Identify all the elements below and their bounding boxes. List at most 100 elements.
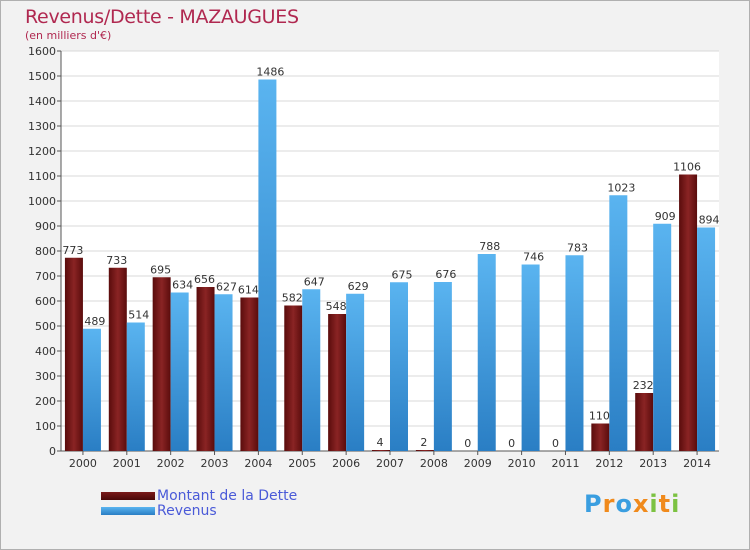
bar-revenus [258, 79, 277, 451]
bar-dette-label: 773 [62, 244, 83, 257]
bar-revenus-label: 676 [435, 268, 456, 281]
bar-dette-label: 4 [377, 436, 384, 449]
x-tick-label: 2012 [595, 457, 623, 470]
bar-dette-label: 0 [508, 437, 515, 450]
chart-title: Revenus/Dette - MAZAUGUES [25, 6, 299, 28]
x-tick-label: 2005 [288, 457, 316, 470]
bar-dette [284, 305, 303, 451]
bars [64, 79, 716, 451]
bar-revenus-label: 629 [348, 280, 369, 293]
proxiti-logo: Proxiti [584, 490, 680, 518]
x-tick-label: 2013 [639, 457, 667, 470]
bar-revenus [170, 292, 189, 451]
x-tick-label: 2010 [508, 457, 536, 470]
x-tick-label: 2002 [157, 457, 185, 470]
bar-dette-label: 110 [589, 410, 610, 423]
bar-revenus-label: 627 [216, 280, 237, 293]
bar-revenus [82, 328, 101, 451]
y-tick-label: 100 [35, 420, 56, 433]
legend-swatch-revenus [101, 506, 155, 515]
y-tick-label: 600 [35, 295, 56, 308]
bar-dette-label: 1106 [673, 161, 701, 174]
legend-swatch-debt [101, 491, 155, 500]
bar-dette-label: 614 [238, 284, 259, 297]
bar-revenus-label: 647 [304, 275, 325, 288]
x-tick-label: 2006 [332, 457, 360, 470]
bar-dette [635, 393, 654, 451]
x-tick-label: 2003 [201, 457, 229, 470]
y-tick-label: 1500 [28, 70, 56, 83]
bar-revenus [302, 289, 321, 451]
bar-dette [372, 450, 390, 451]
bar-revenus [126, 322, 145, 451]
legend-label-revenus: Revenus [157, 502, 217, 519]
bar-dette-label: 582 [282, 292, 303, 305]
bar-revenus [521, 264, 540, 451]
x-tick-label: 2000 [69, 457, 97, 470]
bar-dette [64, 257, 83, 451]
legend-label-debt: Montant de la Dette [157, 487, 298, 504]
bar-dette [152, 277, 171, 451]
bar-dette-label: 232 [633, 379, 654, 392]
bar-dette-label: 548 [326, 300, 347, 313]
bar-dette [328, 314, 347, 451]
y-tick-label: 1100 [28, 170, 56, 183]
bar-revenus-label: 894 [699, 214, 720, 227]
x-tick-label: 2001 [113, 457, 141, 470]
bar-revenus [653, 223, 672, 451]
logo-letter: P [584, 490, 603, 518]
y-tick-label: 400 [35, 345, 56, 358]
x-tick-label: 2009 [464, 457, 492, 470]
bar-revenus-label: 746 [523, 251, 544, 264]
bar-dette [679, 174, 698, 451]
logo-letter: r [602, 490, 616, 518]
bar-revenus [346, 293, 365, 451]
bar-dette [240, 297, 259, 451]
legend-item-debt: Montant de la Dette [101, 487, 298, 504]
bar-dette [591, 423, 610, 451]
bar-revenus [609, 195, 628, 451]
bar-revenus-label: 675 [392, 268, 413, 281]
x-tick-label: 2004 [244, 457, 272, 470]
logo-letter: t [658, 490, 672, 518]
bar-revenus-label: 1023 [607, 181, 635, 194]
bar-revenus-label: 489 [84, 315, 105, 328]
legend: Montant de la Dette Revenus [101, 487, 298, 519]
bar-dette-label: 2 [420, 436, 427, 449]
bar-dette-label: 695 [150, 263, 171, 276]
bar-dette-label: 0 [464, 437, 471, 450]
legend-item-revenus: Revenus [101, 502, 297, 519]
bar-revenus-label: 514 [128, 309, 149, 322]
y-tick-label: 800 [35, 245, 56, 258]
logo-letter: i [649, 490, 659, 518]
bar-revenus-label: 634 [172, 279, 193, 292]
y-tick-label: 200 [35, 395, 56, 408]
bar-dette [108, 267, 127, 451]
axes: 0100200300400500600700800900100011001200… [28, 45, 719, 470]
bar-revenus-label: 783 [567, 241, 588, 254]
x-tick-label: 2014 [683, 457, 711, 470]
chart-subtitle: (en milliers d'€) [25, 29, 112, 42]
logo-letter: x [632, 490, 650, 518]
bar-revenus [697, 227, 716, 451]
x-tick-label: 2007 [376, 457, 404, 470]
bar-dette [415, 450, 434, 451]
bar-revenus [390, 282, 408, 451]
logo-letter: i [671, 490, 681, 518]
bar-revenus [214, 294, 233, 451]
y-tick-label: 1600 [28, 45, 56, 58]
bar-revenus [433, 282, 452, 451]
bar-revenus [565, 255, 584, 451]
bar-dette [196, 287, 215, 451]
bar-revenus [477, 254, 496, 451]
y-tick-label: 700 [35, 270, 56, 283]
logo-letter: o [615, 490, 633, 518]
y-tick-label: 1200 [28, 145, 56, 158]
x-tick-label: 2008 [420, 457, 448, 470]
bar-dette-label: 0 [552, 437, 559, 450]
y-tick-label: 0 [49, 445, 56, 458]
x-tick-label: 2011 [551, 457, 579, 470]
y-tick-label: 1000 [28, 195, 56, 208]
